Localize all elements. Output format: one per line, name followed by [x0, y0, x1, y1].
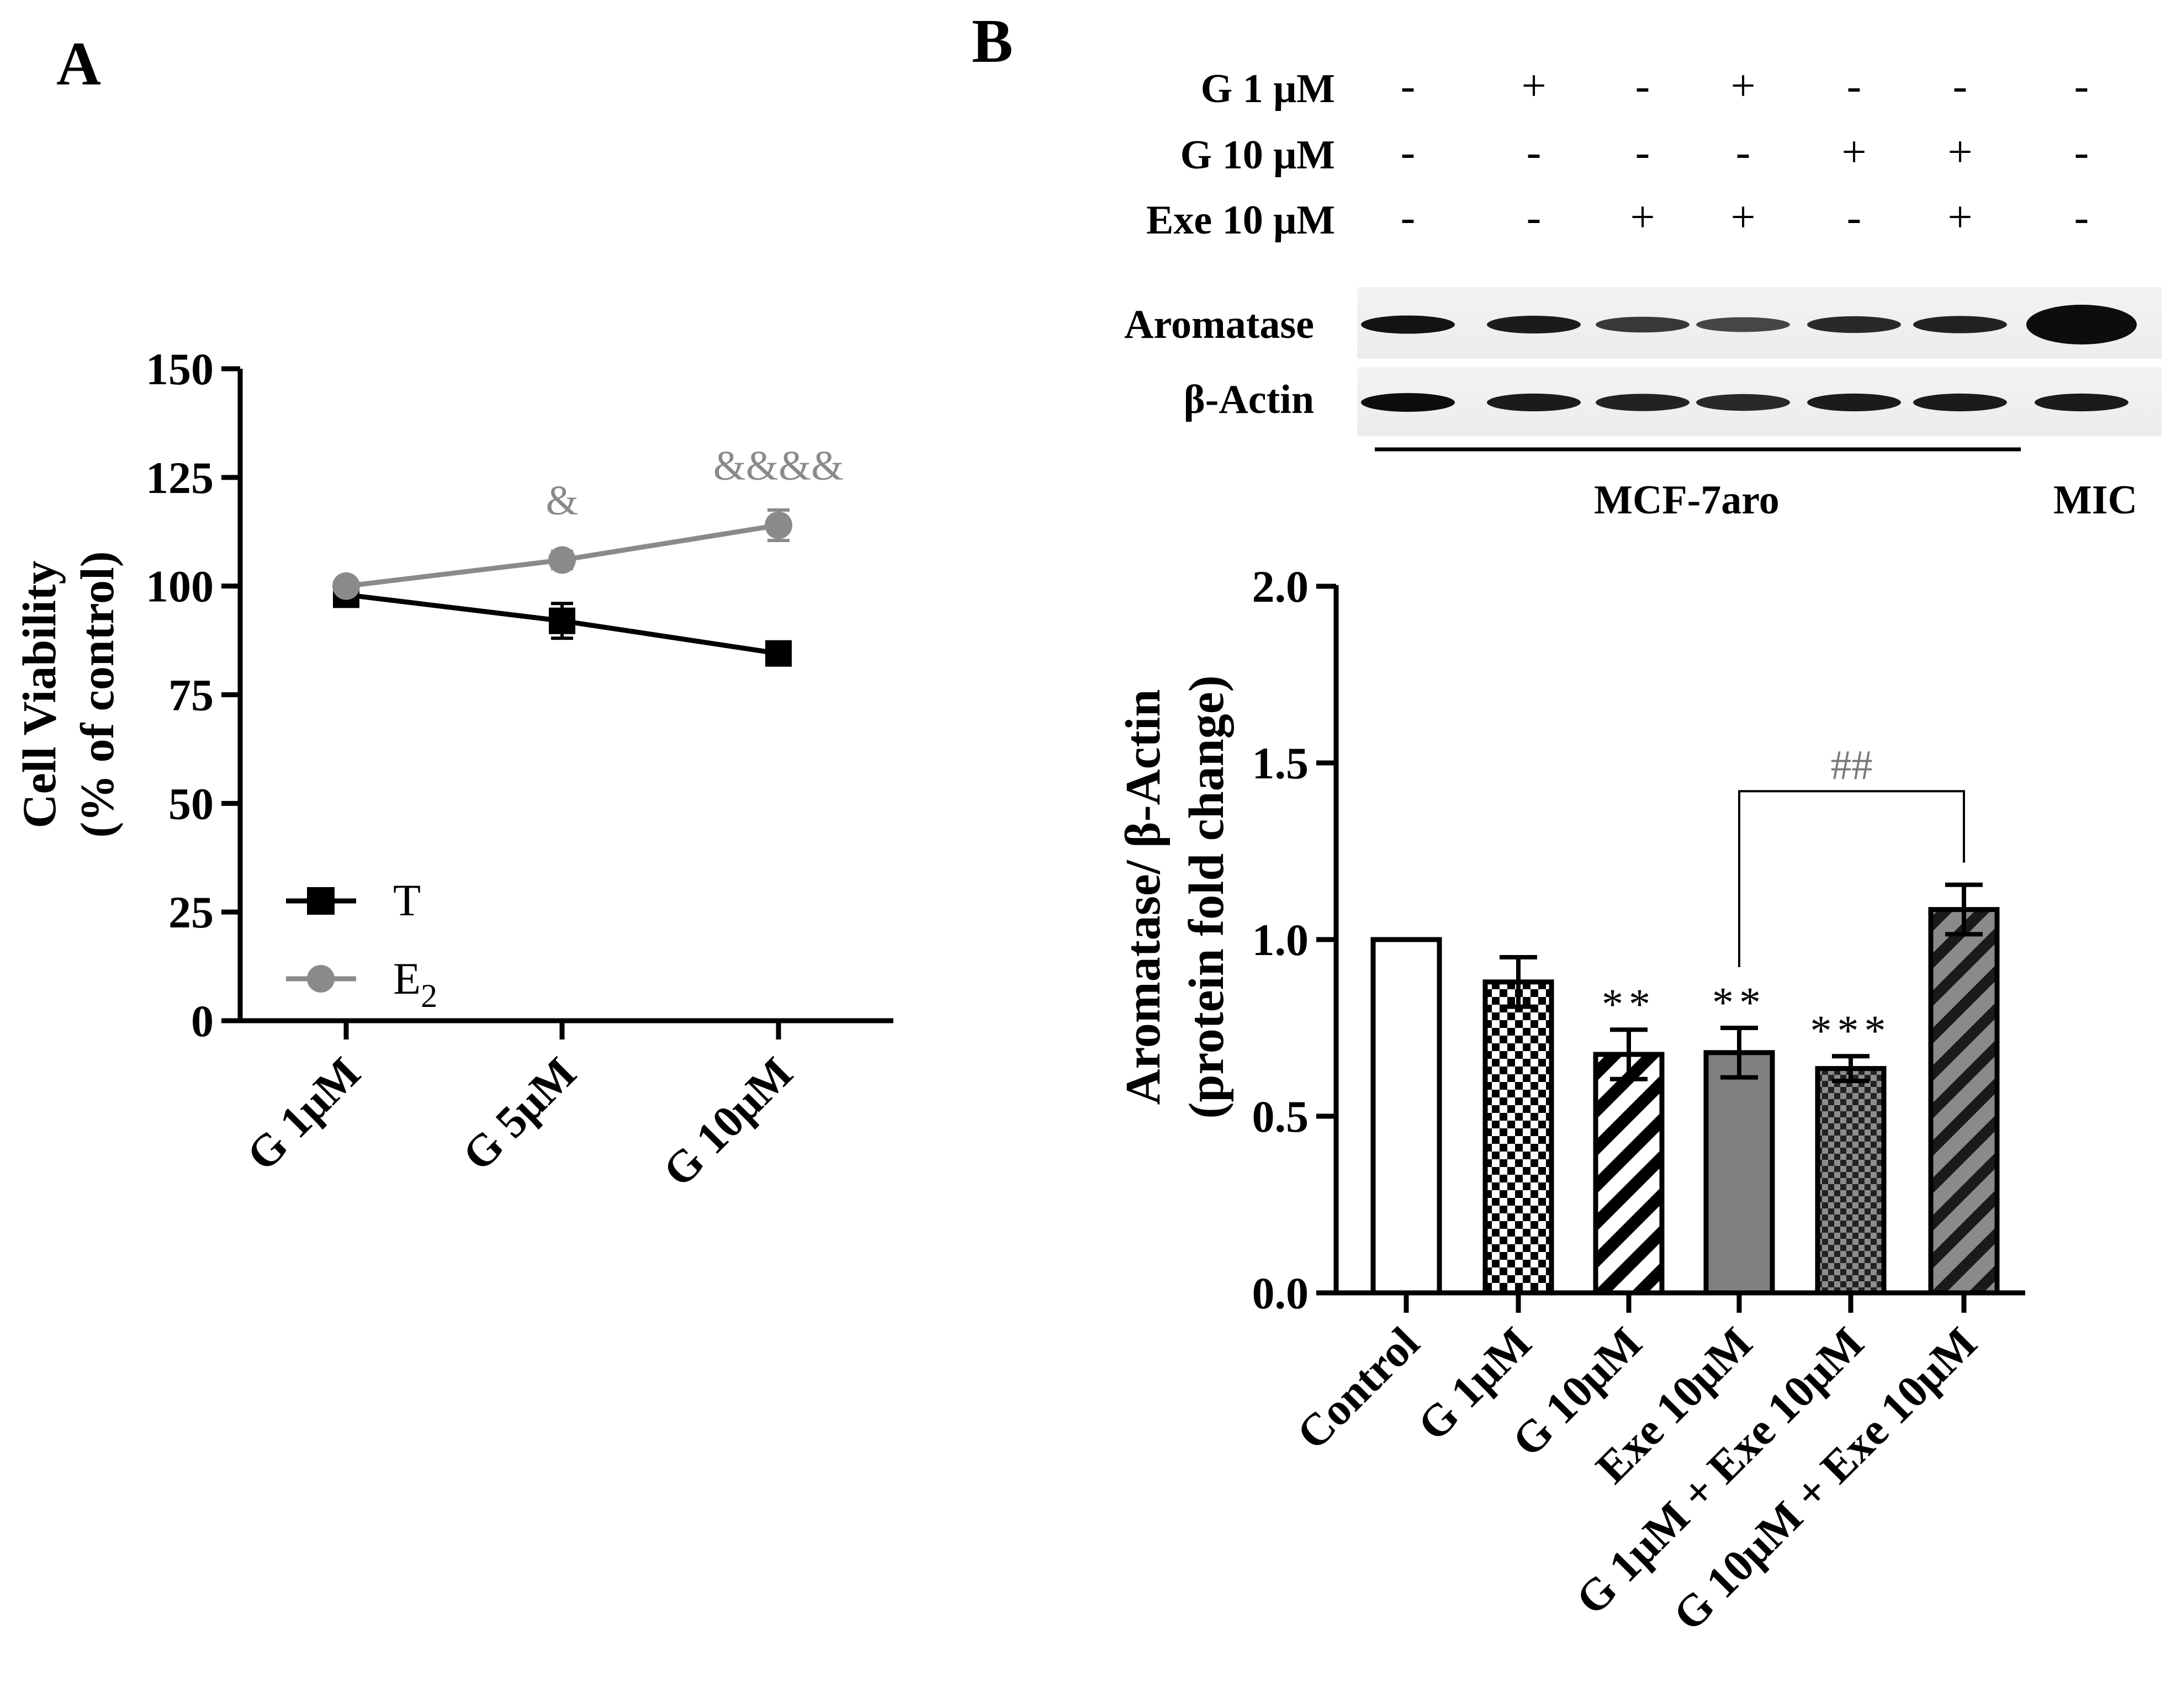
group-label-mcf7aro: MCF-7aro — [1594, 478, 1780, 523]
blot-band — [1696, 394, 1790, 411]
x-tick-label: G 10μM — [653, 1047, 802, 1196]
blot-band — [1361, 315, 1455, 334]
bar — [1703, 1050, 1775, 1296]
blot-row-label-aromatase: Aromatase — [1124, 302, 1314, 347]
legend: T E2 — [286, 875, 437, 1014]
comparison-bracket — [1738, 790, 1965, 967]
treatment-sign: - — [1527, 193, 1542, 242]
blot-band — [1696, 317, 1790, 332]
y-tick-label: 2.0 — [1252, 561, 1309, 612]
legend-label-e2: E2 — [393, 953, 437, 1014]
western-blot: G 1 μM - + - + - - - G 10 μM - - - - + + - Exe 10 μM - - + +… — [1124, 62, 2162, 523]
y-tick-label: 150 — [146, 344, 214, 394]
treatment-sign: - — [1401, 128, 1416, 177]
bar — [1370, 937, 1442, 1296]
y-tick-label: 0 — [191, 996, 214, 1046]
y-axis-title-line1: Aromatase/ β-Actin — [1116, 689, 1171, 1105]
treatment-sign: - — [1736, 128, 1751, 177]
treatment-sign: - — [1847, 62, 1862, 110]
panel-label-a: A — [56, 30, 101, 98]
significance-label: &&&& — [713, 443, 844, 489]
y-tick-label: 0.5 — [1252, 1091, 1309, 1142]
x-tick-label: Control — [1287, 1317, 1429, 1459]
treatment-sign: - — [2074, 128, 2089, 177]
treatment-sign: + — [1521, 62, 1546, 110]
y-tick-label: 25 — [168, 887, 214, 937]
y-tick-label: 1.5 — [1252, 738, 1309, 788]
y-tick-label: 75 — [168, 670, 214, 720]
blot-band — [1807, 393, 1901, 412]
y-tick-label: 100 — [146, 561, 214, 612]
blot-band — [2035, 393, 2128, 412]
legend-label-t: T — [393, 875, 421, 925]
y-axis-title-line1: Cell Viability — [13, 561, 66, 829]
blot-band — [1596, 316, 1690, 333]
bar — [1593, 1052, 1665, 1296]
significance-label: & — [546, 478, 578, 524]
treatment-sign: - — [2074, 62, 2089, 110]
significance-label: ** — [1602, 980, 1656, 1028]
treatment-sign: + — [1947, 193, 1972, 242]
treatment-sign: - — [1847, 193, 1862, 242]
data-point — [765, 640, 792, 667]
x-tick-label: G 5μM — [453, 1047, 586, 1180]
y-tick-label: 1.0 — [1252, 915, 1309, 965]
blot-band — [1596, 394, 1690, 411]
significance-label: *** — [1810, 1006, 1892, 1054]
blot-band — [1361, 393, 1455, 412]
blot-band — [1913, 316, 2007, 333]
treatment-label: Exe 10 μM — [1146, 198, 1335, 243]
legend-marker-t — [307, 887, 335, 915]
treatment-sign: + — [1947, 128, 1972, 177]
treatment-sign: + — [1730, 193, 1755, 242]
legend-label-e2-base: E — [393, 953, 421, 1004]
treatment-sign: - — [2074, 193, 2089, 242]
data-point — [548, 546, 576, 574]
legend-marker-e2 — [307, 965, 335, 993]
blot-band — [1807, 316, 1901, 333]
y-axis-title-line2: (protein fold change) — [1179, 675, 1234, 1118]
treatment-sign: + — [1630, 193, 1655, 242]
treatment-sign: + — [1730, 62, 1755, 110]
treatment-sign: - — [1401, 62, 1416, 110]
legend-label-e2-sub: 2 — [421, 978, 437, 1014]
treatment-sign: - — [1953, 62, 1968, 110]
significance-label: ** — [1712, 978, 1766, 1026]
treatment-sign: - — [1635, 62, 1650, 110]
blot-row-label-actin: β-Actin — [1184, 377, 1314, 422]
bracket-label: ## — [1831, 742, 1873, 788]
group-label-mic: MIC — [2053, 478, 2137, 523]
blot-band — [1487, 315, 1581, 334]
blot-band — [2026, 305, 2137, 344]
y-tick-label: 50 — [168, 778, 214, 829]
x-tick-label: G 1μM — [237, 1047, 370, 1180]
treatment-sign: - — [1635, 128, 1650, 177]
blot-band — [1487, 393, 1581, 412]
panel-label-b: B — [972, 7, 1013, 76]
data-point — [549, 607, 575, 634]
bar — [1482, 979, 1554, 1296]
blot-band — [1913, 393, 2007, 412]
bar — [1815, 1066, 1887, 1296]
y-tick-label: 0.0 — [1252, 1268, 1309, 1318]
bar — [1928, 907, 2000, 1296]
treatment-label: G 10 μM — [1180, 132, 1335, 178]
treatment-sign: - — [1401, 193, 1416, 242]
treatment-sign: + — [1841, 128, 1866, 177]
treatment-label: G 1 μM — [1201, 66, 1335, 112]
data-point — [765, 511, 792, 539]
y-axis-title-line2: (% of control) — [71, 551, 124, 837]
treatment-sign: - — [1527, 128, 1542, 177]
data-point — [332, 572, 360, 600]
y-tick-label: 125 — [146, 453, 214, 503]
